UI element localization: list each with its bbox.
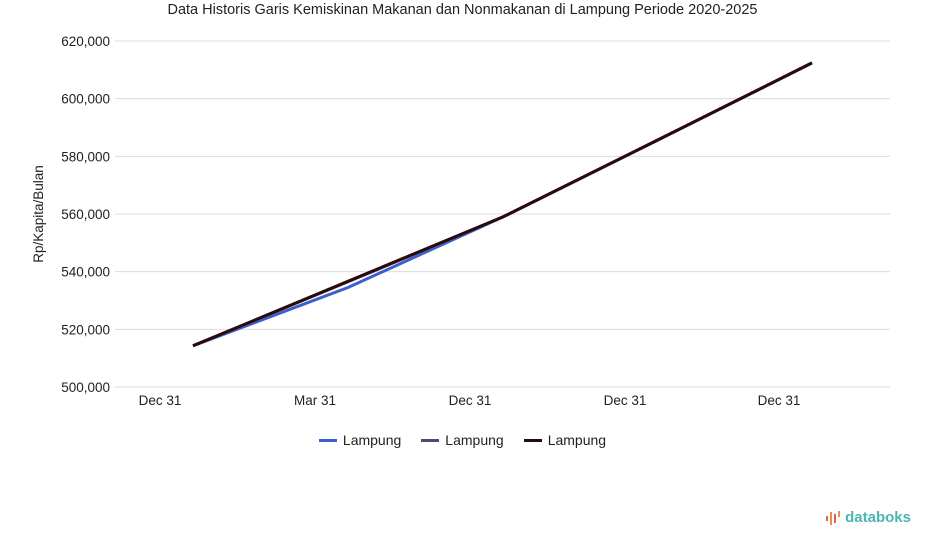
series-line-2 <box>192 61 813 348</box>
databoks-logo: databoks <box>825 509 911 526</box>
legend-label: Lampung <box>445 432 504 448</box>
y-tick-label: 540,000 <box>61 265 110 280</box>
x-tick-label: Mar 31 <box>294 393 336 408</box>
x-tick-label: Dec 31 <box>758 393 801 408</box>
legend-label: Lampung <box>342 432 402 448</box>
legend-swatch <box>523 438 542 442</box>
chart-title: Data Historis Garis Kemiskinan Makanan d… <box>167 2 758 18</box>
legend-swatch <box>421 438 440 442</box>
series-line-0 <box>192 61 813 348</box>
y-tick-label: 600,000 <box>61 92 110 107</box>
databoks-logo-text: databoks <box>845 509 911 526</box>
series-line-1 <box>192 61 813 348</box>
legend-label: Lampung <box>547 432 607 448</box>
legend-item[interactable]: Lampung <box>318 432 402 448</box>
x-tick-label: Dec 31 <box>449 393 492 408</box>
y-tick-label: 620,000 <box>61 34 110 49</box>
x-tick-label: Dec 31 <box>139 393 182 408</box>
legend-item[interactable]: Lampung <box>523 432 607 448</box>
databoks-logo-icon <box>826 510 841 525</box>
legend: Lampung Lampung Lampung <box>0 432 925 448</box>
legend-item[interactable]: Lampung <box>421 432 504 448</box>
legend-swatch <box>318 438 337 442</box>
x-tick-label: Dec 31 <box>604 393 647 408</box>
y-axis-label: Rp/Kapita/Bulan <box>31 165 46 263</box>
y-tick-label: 520,000 <box>61 322 110 337</box>
y-tick-label: 560,000 <box>61 207 110 222</box>
y-tick-label: 500,000 <box>61 380 110 395</box>
y-tick-label: 580,000 <box>61 149 110 164</box>
